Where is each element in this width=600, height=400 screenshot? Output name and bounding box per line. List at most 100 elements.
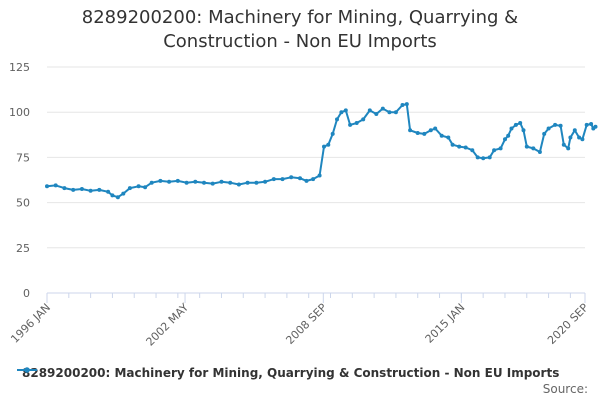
data-point [415,131,420,135]
data-point [393,110,398,115]
data-point [518,121,523,125]
data-point [568,135,573,140]
data-point [433,126,438,131]
data-point [481,156,486,161]
data-point [317,173,322,178]
legend-line-marker-icon [17,367,37,373]
data-point [470,148,475,153]
chart-title: 8289200200: Machinery for Mining, Quarry… [0,6,600,54]
data-point [263,179,268,184]
data-point [367,108,372,113]
data-point [53,183,58,188]
data-point [228,180,233,185]
data-point [298,176,302,181]
data-point [127,186,132,191]
data-point [184,180,189,185]
data-point [143,185,148,190]
data-point [487,155,492,160]
data-point [326,142,331,147]
data-point [330,131,335,136]
data-point [446,135,451,140]
data-point [348,122,353,127]
data-point [322,144,326,149]
data-point [506,133,511,138]
data-point [62,186,67,191]
data-point [71,187,76,192]
data-point [121,191,126,196]
data-point [304,178,309,183]
data-point [439,133,444,138]
y-axis-ticks: 0 25 50 75 100 125 [9,61,30,300]
data-point [219,179,224,184]
data-point [236,182,241,187]
data-point [553,122,558,127]
chart-title-line-2: Construction - Non EU Imports [163,31,437,52]
data-point [289,175,294,180]
data-point [589,122,594,126]
source-credit[interactable]: Source: [542,382,588,396]
data-point [509,126,514,131]
data-point [210,181,215,186]
data-point [254,180,259,185]
y-tick-label: 0 [23,287,30,300]
data-point [335,117,339,122]
data-point [580,137,585,142]
data-point [593,124,598,129]
data-point [498,146,503,151]
data-point [158,178,163,183]
data-point [513,122,518,127]
data-point [404,102,409,107]
data-point [577,135,582,140]
data-point [566,146,571,151]
x-axis: 1996 JAN 2002 MAY 2008 SEP 2015 JAN 2020 SEP [8,292,591,349]
data-point [97,187,102,192]
data-point [245,180,250,185]
data-point [561,142,566,147]
data-point [136,184,141,189]
data-point [524,144,529,149]
data-point [280,177,285,182]
data-point [450,142,455,147]
data-point [79,187,84,191]
data-point [354,121,359,125]
data-point [492,148,497,153]
data-point [149,180,154,185]
series-line [46,103,597,199]
data-point [202,180,206,185]
legend-label: 8289200200: Machinery for Mining, Quarry… [22,366,560,380]
data-point [542,131,547,136]
data-point [546,126,551,131]
data-point [531,146,536,151]
y-tick-label: 125 [9,61,30,74]
data-point [106,189,111,194]
data-point [558,123,563,128]
x-tick-label: 1996 JAN [8,301,53,346]
data-point [457,144,462,149]
y-tick-label: 50 [16,197,30,210]
data-point [193,179,198,184]
data-point [463,145,468,150]
grid-lines [47,66,585,249]
data-point [175,178,180,183]
data-point [521,128,526,133]
series-group [45,102,598,200]
legend[interactable]: 8289200200: Machinery for Mining, Quarry… [16,364,559,382]
x-tick-label: 2015 JAN [423,301,468,346]
chart-title-line-1: 8289200200: Machinery for Mining, Quarry… [81,7,519,28]
data-point [503,137,507,142]
data-point [167,179,172,184]
data-point [311,177,316,182]
data-point [422,131,427,136]
data-point [584,122,589,127]
data-point [572,128,577,133]
x-tick-label: 2020 SEP [545,301,591,347]
data-point [428,128,433,133]
data-point [110,193,115,198]
y-tick-label: 75 [16,151,30,164]
data-point [387,110,392,115]
data-point [408,128,413,133]
y-tick-label: 100 [9,106,30,119]
data-point [374,112,379,116]
data-point [115,195,120,200]
